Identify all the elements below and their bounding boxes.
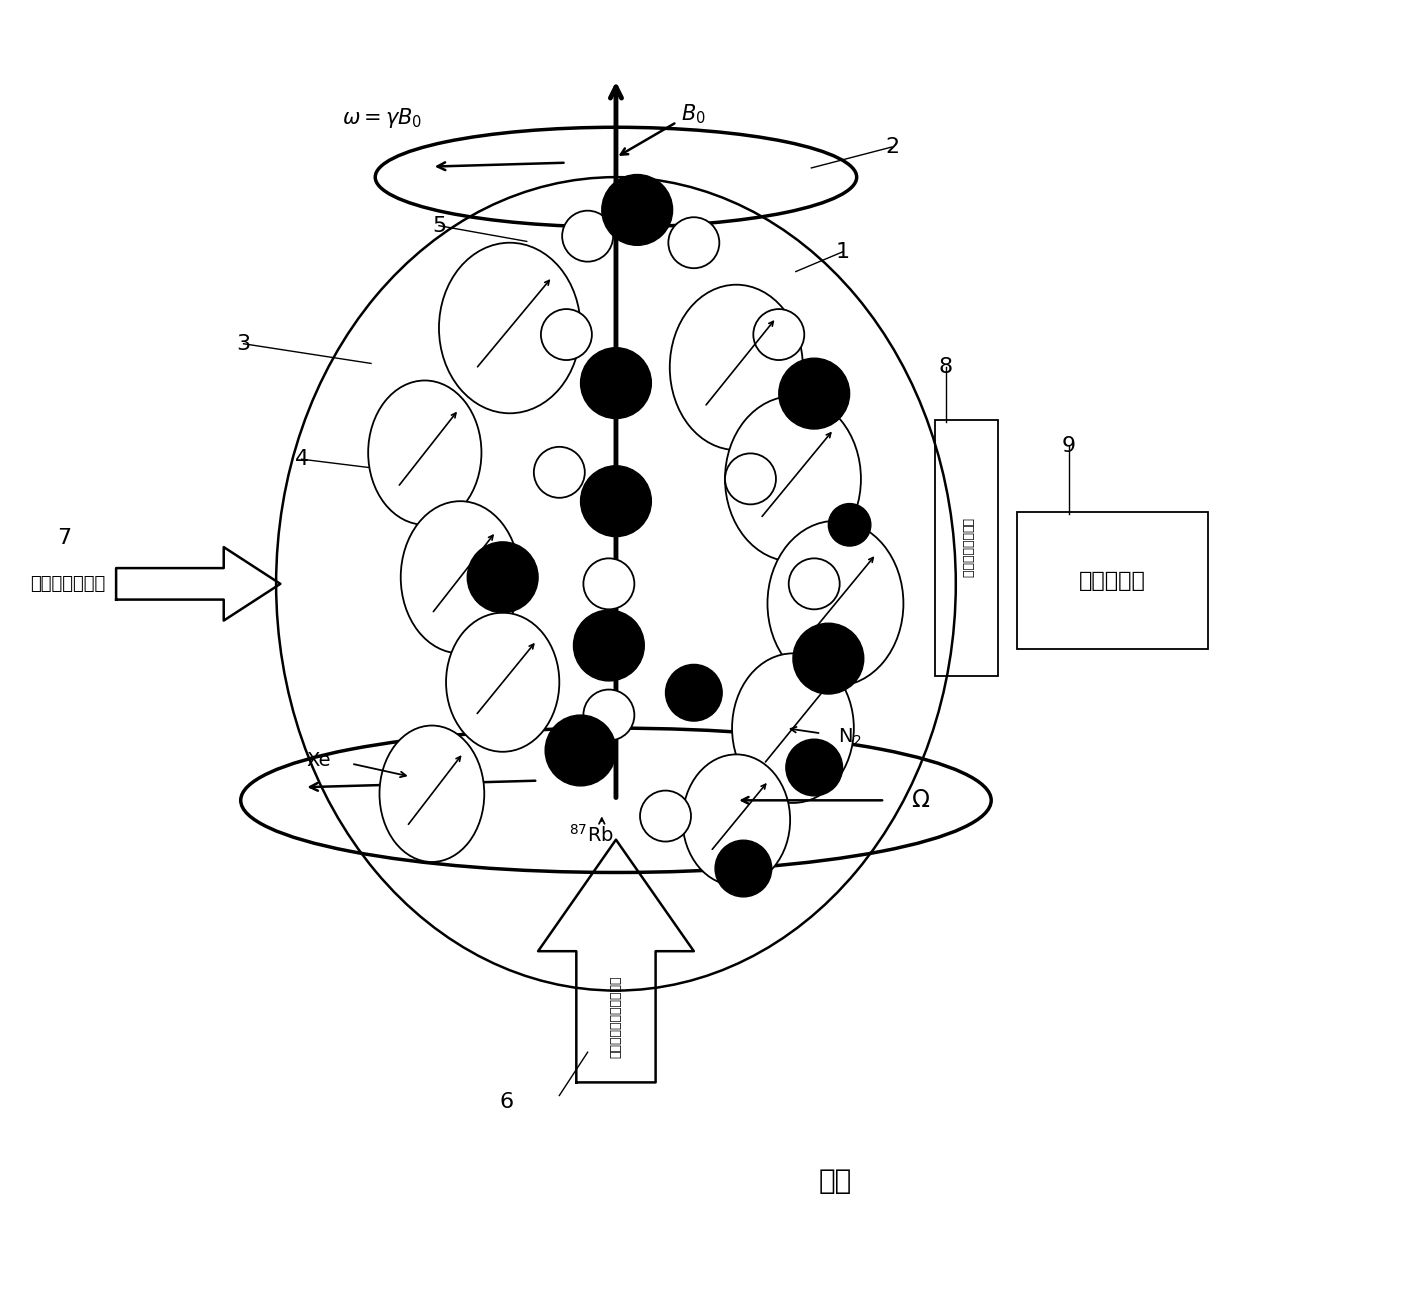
Text: 7: 7	[57, 527, 71, 548]
Text: 3: 3	[236, 333, 251, 354]
Bar	[1017, 512, 1208, 649]
Circle shape	[668, 218, 719, 268]
Ellipse shape	[439, 243, 581, 413]
Text: 5: 5	[432, 215, 446, 236]
Circle shape	[793, 623, 864, 694]
Circle shape	[534, 447, 585, 497]
Ellipse shape	[767, 521, 903, 686]
Text: 6: 6	[500, 1092, 514, 1113]
Text: 磁场参考信号处理: 磁场参考信号处理	[960, 518, 973, 577]
Circle shape	[640, 791, 691, 841]
Ellipse shape	[401, 501, 520, 653]
Text: $\omega=\gamma B_0$: $\omega=\gamma B_0$	[343, 106, 422, 130]
Circle shape	[583, 690, 634, 740]
Ellipse shape	[446, 613, 559, 752]
Circle shape	[467, 542, 538, 613]
Ellipse shape	[670, 285, 803, 450]
Circle shape	[581, 348, 651, 419]
Text: 1: 1	[835, 241, 850, 262]
Ellipse shape	[725, 396, 861, 562]
Circle shape	[828, 504, 871, 546]
Circle shape	[541, 310, 592, 359]
Circle shape	[725, 454, 776, 504]
Text: 光电二极管: 光电二极管	[1079, 571, 1146, 590]
Circle shape	[581, 466, 651, 537]
Text: Xe: Xe	[306, 752, 331, 770]
Text: 泵浦: 泵浦	[818, 1166, 852, 1195]
Circle shape	[562, 211, 613, 261]
Text: 4: 4	[295, 449, 309, 470]
Text: N$_2$: N$_2$	[838, 727, 861, 748]
Ellipse shape	[368, 380, 481, 525]
Text: 2: 2	[885, 136, 899, 157]
Circle shape	[602, 174, 673, 245]
Text: $^{87}$Rb: $^{87}$Rb	[569, 824, 615, 845]
Ellipse shape	[379, 726, 484, 862]
Text: 9: 9	[1062, 436, 1076, 457]
Ellipse shape	[732, 653, 854, 803]
Circle shape	[666, 664, 722, 722]
Circle shape	[583, 559, 634, 609]
Circle shape	[789, 559, 840, 609]
Ellipse shape	[683, 754, 790, 886]
Text: 激励用泵浦光源: 激励用泵浦光源	[30, 575, 106, 593]
Circle shape	[545, 715, 616, 786]
Circle shape	[779, 358, 850, 429]
Circle shape	[573, 610, 644, 681]
Bar	[935, 420, 998, 676]
Text: $\Omega$: $\Omega$	[910, 789, 930, 812]
Circle shape	[715, 840, 772, 897]
Text: 激励用泵浦光源频率光源: 激励用泵浦光源频率光源	[609, 976, 623, 1057]
Circle shape	[753, 310, 804, 359]
Text: 8: 8	[939, 357, 953, 378]
Circle shape	[786, 739, 843, 796]
Text: $B_0$: $B_0$	[681, 102, 707, 126]
